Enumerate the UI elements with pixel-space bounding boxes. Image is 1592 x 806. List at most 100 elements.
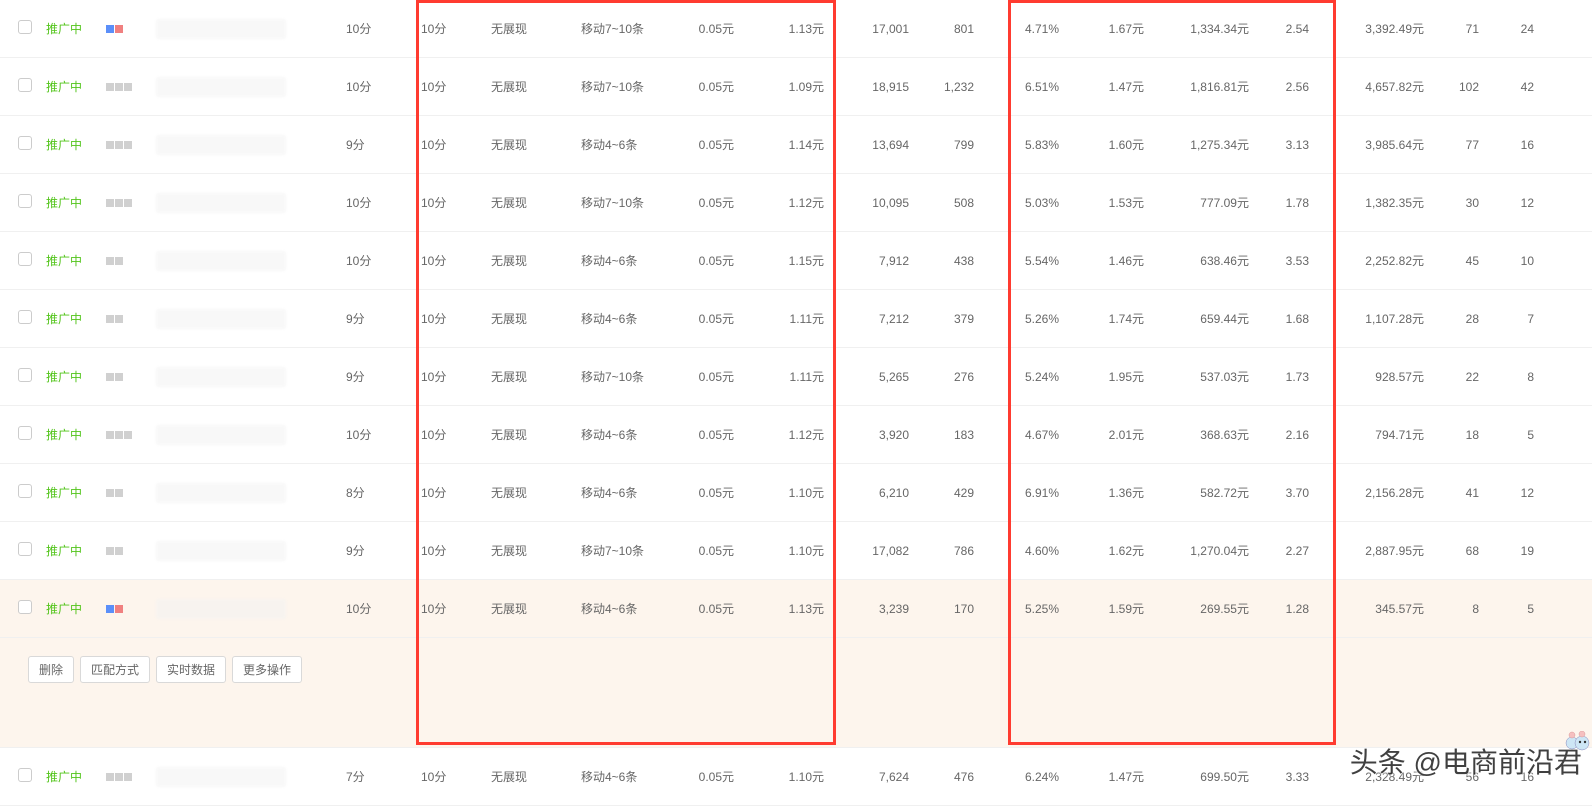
row-checkbox[interactable] — [18, 136, 32, 150]
more-actions-button[interactable]: 更多操作 — [232, 656, 302, 683]
spend: 1,334.34元 — [1150, 20, 1255, 37]
quality-score-1: 9分 — [340, 310, 415, 327]
row-checkbox[interactable] — [18, 768, 32, 782]
roi: 2.54 — [1255, 22, 1315, 36]
clicks: 438 — [915, 254, 980, 268]
avg-price: 1.09元 — [740, 78, 830, 95]
mobile-rank: 移动4~6条 — [575, 768, 665, 785]
table-row: 推广中10分10分无展现移动7~10条0.05元1.12元10,0955085.… — [0, 174, 1592, 232]
conversions-2: 12 — [1485, 486, 1540, 500]
row-checkbox[interactable] — [18, 368, 32, 382]
avg-price: 1.10元 — [740, 484, 830, 501]
color-tag-icon — [115, 141, 123, 149]
conversions-2: 19 — [1485, 544, 1540, 558]
status-label: 推广中 — [46, 22, 82, 36]
ctr: 6.91% — [980, 486, 1065, 500]
impressions: 3,920 — [830, 428, 915, 442]
color-tag-icon — [106, 489, 114, 497]
impressions: 6,210 — [830, 486, 915, 500]
conversions-2: 16 — [1485, 138, 1540, 152]
color-tags — [100, 312, 150, 326]
ctr: 4.60% — [980, 544, 1065, 558]
color-tag-icon — [106, 315, 114, 323]
table-row: 推广中9分10分无展现移动7~10条0.05元1.11元5,2652765.24… — [0, 348, 1592, 406]
ctr: 5.83% — [980, 138, 1065, 152]
quality-score-2: 10分 — [415, 426, 485, 443]
conversions-1: 71 — [1430, 22, 1485, 36]
spend: 638.46元 — [1150, 252, 1255, 269]
color-tag-icon — [124, 83, 132, 91]
status-label: 推广中 — [46, 196, 82, 210]
avg-cpc: 1.36元 — [1065, 484, 1150, 501]
color-tag-icon — [115, 25, 123, 33]
display-status: 无展现 — [485, 368, 575, 385]
spend: 699.50元 — [1150, 768, 1255, 785]
clicks: 170 — [915, 602, 980, 616]
revenue: 2,252.82元 — [1315, 252, 1430, 269]
avg-cpc: 1.67元 — [1065, 20, 1150, 37]
quality-score-2: 10分 — [415, 78, 485, 95]
data-table: 推广中10分10分无展现移动7~10条0.05元1.13元17,0018014.… — [0, 0, 1592, 806]
color-tags — [100, 22, 150, 36]
row-checkbox[interactable] — [18, 194, 32, 208]
row-checkbox[interactable] — [18, 20, 32, 34]
bid-price: 0.05元 — [665, 426, 740, 443]
row-checkbox[interactable] — [18, 310, 32, 324]
color-tag-icon — [106, 199, 114, 207]
spend: 777.09元 — [1150, 194, 1255, 211]
ctr: 5.26% — [980, 312, 1065, 326]
roi: 3.13 — [1255, 138, 1315, 152]
ctr: 5.24% — [980, 370, 1065, 384]
color-tag-icon — [106, 83, 114, 91]
clicks: 801 — [915, 22, 980, 36]
status-label: 推广中 — [46, 770, 82, 784]
color-tags — [100, 544, 150, 558]
color-tags — [100, 770, 150, 784]
row-checkbox[interactable] — [18, 426, 32, 440]
realtime-data-button[interactable]: 实时数据 — [156, 656, 226, 683]
conversions-2: 5 — [1485, 428, 1540, 442]
color-tag-icon — [106, 431, 114, 439]
bid-price: 0.05元 — [665, 78, 740, 95]
mobile-rank: 移动4~6条 — [575, 484, 665, 501]
quality-score-2: 10分 — [415, 768, 485, 785]
color-tags — [100, 602, 150, 616]
table-row: 推广中10分10分无展现移动7~10条0.05元1.13元17,0018014.… — [0, 0, 1592, 58]
roi: 2.56 — [1255, 80, 1315, 94]
table-row: 推广中10分10分无展现移动4~6条0.05元1.13元3,2391705.25… — [0, 580, 1592, 638]
impressions: 7,912 — [830, 254, 915, 268]
color-tag-icon — [106, 773, 114, 781]
conversions-2: 24 — [1485, 22, 1540, 36]
display-status: 无展现 — [485, 194, 575, 211]
roi: 3.33 — [1255, 770, 1315, 784]
conversions-1: 45 — [1430, 254, 1485, 268]
table-row: 推广中9分10分无展现移动4~6条0.05元1.11元7,2123795.26%… — [0, 290, 1592, 348]
conversions-1: 77 — [1430, 138, 1485, 152]
avg-price: 1.15元 — [740, 252, 830, 269]
row-checkbox[interactable] — [18, 542, 32, 556]
revenue: 2,156.28元 — [1315, 484, 1430, 501]
match-mode-button[interactable]: 匹配方式 — [80, 656, 150, 683]
row-checkbox[interactable] — [18, 484, 32, 498]
row-checkbox[interactable] — [18, 252, 32, 266]
color-tag-icon — [115, 373, 123, 381]
color-tag-icon — [115, 489, 123, 497]
redacted-content — [156, 425, 286, 445]
revenue: 794.71元 — [1315, 426, 1430, 443]
color-tag-icon — [106, 257, 114, 265]
clicks: 786 — [915, 544, 980, 558]
quality-score-1: 9分 — [340, 542, 415, 559]
row-checkbox[interactable] — [18, 600, 32, 614]
watermark-text: 头条 @电商前沿君 — [1350, 741, 1582, 781]
conversions-2: 7 — [1485, 312, 1540, 326]
row-checkbox[interactable] — [18, 78, 32, 92]
redacted-content — [156, 19, 286, 39]
conversions-1: 28 — [1430, 312, 1485, 326]
bid-price: 0.05元 — [665, 252, 740, 269]
delete-button[interactable]: 删除 — [28, 656, 74, 683]
bid-price: 0.05元 — [665, 20, 740, 37]
color-tag-icon — [115, 199, 123, 207]
impressions: 5,265 — [830, 370, 915, 384]
roi: 1.78 — [1255, 196, 1315, 210]
impressions: 7,212 — [830, 312, 915, 326]
